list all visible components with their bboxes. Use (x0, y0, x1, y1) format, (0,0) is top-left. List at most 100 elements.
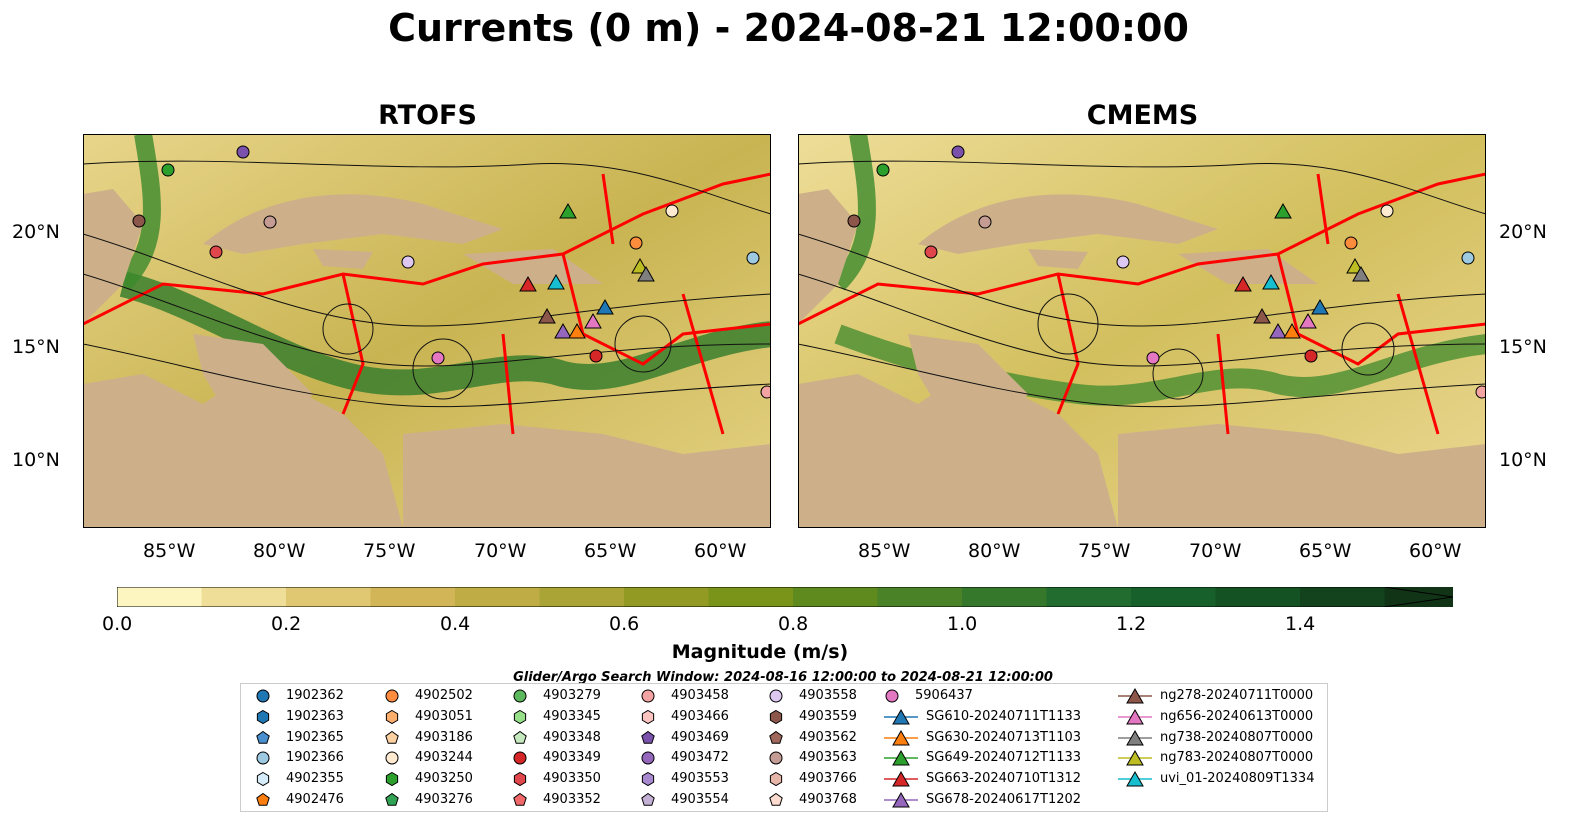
lon-tick-rtofs: 60°W (694, 540, 747, 562)
colorbar-segment (1131, 587, 1216, 607)
legend-item-label: 4902355 (286, 771, 344, 787)
hexagon-marker-icon (769, 709, 783, 724)
lon-tick-rtofs: 85°W (143, 540, 196, 562)
lon-tick-cmems: 70°W (1189, 540, 1242, 562)
circle-marker-icon (769, 689, 783, 703)
colorbar-segment (286, 587, 371, 607)
colorbar-segment (370, 587, 456, 607)
map-panel-rtofs[interactable] (83, 134, 771, 528)
lat-tick-left: 15°N (12, 336, 60, 358)
legend-item-label: 4903558 (799, 688, 857, 703)
hexagon-marker-icon (641, 772, 655, 787)
lat-tick-right: 20°N (1499, 221, 1547, 243)
circle-marker-icon (769, 751, 783, 765)
colorbar-tick: 1.0 (947, 613, 978, 635)
colorbar-tick: 0.8 (778, 613, 809, 635)
main-title: Currents (0 m) - 2024-08-21 12:00:00 (388, 6, 1189, 50)
map-panel-cmems[interactable] (798, 134, 1486, 528)
hexagon-marker-icon (256, 772, 270, 787)
pentagon-marker-icon (385, 792, 399, 806)
circle-marker-icon (256, 689, 270, 703)
legend-item-label: 4903051 (415, 708, 473, 724)
legend-item-label: 4903279 (543, 688, 601, 703)
pentagon-marker-icon (513, 730, 527, 744)
pentagon-marker-icon (513, 792, 527, 806)
legend-item-label: 1902365 (286, 729, 344, 745)
circle-marker-icon (256, 751, 270, 765)
legend-title: Glider/Argo Search Window: 2024-08-16 12… (513, 670, 1053, 683)
circle-marker-icon (513, 751, 527, 765)
legend-item-label: SG630-20240713T1103 (926, 729, 1082, 745)
colorbar-segment (624, 587, 709, 607)
legend-item-label: 4903352 (543, 792, 601, 807)
colorbar-tick: 0.0 (102, 613, 133, 635)
legend-item-label: 4903276 (415, 792, 473, 807)
circle-marker-icon (641, 751, 655, 765)
colorbar-extend-arrow (1384, 587, 1453, 607)
legend-item-label: 4903458 (671, 688, 729, 703)
triangle-marker-icon (884, 708, 918, 725)
legend-item-label: 4903553 (671, 771, 729, 787)
hexagon-marker-icon (256, 709, 270, 724)
lat-tick-right: 10°N (1499, 449, 1547, 471)
pentagon-marker-icon (256, 730, 270, 744)
triangle-marker-icon (1118, 688, 1152, 704)
lon-tick-cmems: 60°W (1409, 540, 1462, 562)
pentagon-marker-icon (256, 792, 270, 806)
lon-tick-cmems: 65°W (1299, 540, 1352, 562)
legend-item-label: 4903244 (415, 750, 473, 766)
circle-marker-icon (885, 689, 899, 703)
triangle-marker-icon (884, 771, 918, 787)
colorbar-segment (201, 587, 287, 607)
triangle-marker-icon (1118, 771, 1152, 787)
colorbar-segment (539, 587, 625, 607)
pentagon-marker-icon (641, 730, 655, 744)
legend-item-label: uvi_01-20240809T1334 (1160, 771, 1315, 787)
colorbar-segment (793, 587, 878, 607)
lat-tick-left: 20°N (12, 221, 60, 243)
legend-item-label: 1902362 (286, 688, 344, 703)
colorbar-segment (1215, 587, 1301, 607)
lon-tick-rtofs: 75°W (363, 540, 416, 562)
legend-item-label: 4903348 (543, 729, 601, 745)
colorbar-tick: 1.2 (1116, 613, 1147, 635)
legend-item-label: 4903563 (799, 750, 857, 766)
hexagon-marker-icon (513, 709, 527, 724)
legend-item-label: ng783-20240807T0000 (1160, 750, 1314, 766)
legend-item-label: 4903186 (415, 729, 473, 745)
legend-item-label: 4903250 (415, 771, 473, 787)
circle-marker-icon (385, 751, 399, 765)
hexagon-marker-icon (769, 772, 783, 787)
legend-item-label: 4903466 (671, 708, 729, 724)
circle-marker-icon (641, 689, 655, 703)
colorbar-segment (1300, 587, 1385, 607)
triangle-marker-icon (884, 792, 918, 808)
colorbar-segment (455, 587, 540, 607)
colorbar-tick: 0.6 (609, 613, 640, 635)
panel-title-rtofs: RTOFS (378, 100, 477, 131)
legend-item-label: 4903559 (799, 708, 857, 724)
triangle-marker-icon (1118, 750, 1152, 766)
legend-item-label: 4903350 (543, 771, 601, 787)
legend-item-label: 4903766 (799, 771, 857, 787)
legend-item-label: 4903768 (799, 792, 857, 807)
colorbar-segment (708, 587, 794, 607)
triangle-marker-icon (1118, 729, 1152, 746)
legend: 1902362 1902363 1902365 1902366 4902355 49024… (240, 683, 1328, 812)
legend-item-label: SG663-20240710T1312 (926, 771, 1082, 787)
lat-tick-right: 15°N (1499, 336, 1547, 358)
hexagon-marker-icon (385, 772, 399, 787)
lon-tick-rtofs: 80°W (253, 540, 306, 562)
pentagon-marker-icon (385, 730, 399, 744)
lon-tick-cmems: 75°W (1078, 540, 1131, 562)
legend-item-label: ng656-20240613T0000 (1160, 708, 1314, 724)
legend-item-label: 5906437 (915, 688, 973, 703)
legend-item-label: ng278-20240711T0000 (1160, 688, 1314, 703)
pentagon-marker-icon (641, 792, 655, 806)
legend-item-label: 4903345 (543, 708, 601, 724)
legend-item-label: 4903554 (671, 792, 729, 807)
colorbar-tick: 1.4 (1285, 613, 1316, 635)
panel-title-cmems: CMEMS (1086, 100, 1199, 131)
colorbar-segment (877, 587, 963, 607)
colorbar-tick: 0.4 (440, 613, 471, 635)
